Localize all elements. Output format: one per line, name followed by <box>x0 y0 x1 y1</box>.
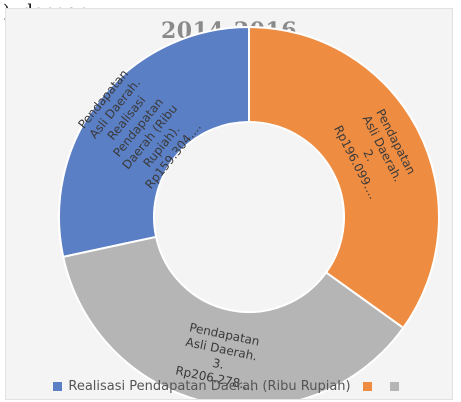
chart-frame: 2014-2016 PendapatanAsli Daerah.Realisas… <box>5 8 453 400</box>
legend-swatch-1 <box>53 382 63 391</box>
legend-item-1: Realisasi Pendapatan Daerah (Ribu Rupiah… <box>53 379 351 394</box>
legend-label-1: Realisasi Pendapatan Daerah (Ribu Rupiah… <box>68 379 351 394</box>
legend-item-3 <box>389 382 405 391</box>
chart-legend: Realisasi Pendapatan Daerah (Ribu Rupiah… <box>6 379 452 395</box>
donut-slice-1 <box>58 25 250 259</box>
legend-swatch-3 <box>389 382 399 391</box>
donut-slice-3 <box>248 25 440 330</box>
donut-slice-2 <box>62 235 405 399</box>
legend-swatch-2 <box>362 382 372 391</box>
donut-chart: PendapatanAsli Daerah.RealisasiPendapata… <box>58 25 440 399</box>
legend-item-2 <box>362 382 378 391</box>
